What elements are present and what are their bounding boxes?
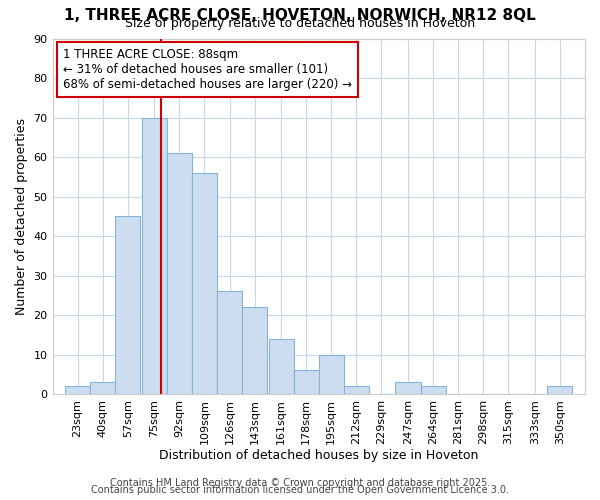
Bar xyxy=(421,386,446,394)
Bar xyxy=(547,386,572,394)
Bar xyxy=(395,382,421,394)
Bar xyxy=(242,307,267,394)
Bar xyxy=(65,386,90,394)
Bar xyxy=(293,370,319,394)
Text: 1, THREE ACRE CLOSE, HOVETON, NORWICH, NR12 8QL: 1, THREE ACRE CLOSE, HOVETON, NORWICH, N… xyxy=(64,8,536,22)
Bar xyxy=(90,382,115,394)
Bar xyxy=(167,154,192,394)
Bar xyxy=(115,216,140,394)
Bar xyxy=(344,386,369,394)
Bar xyxy=(269,338,293,394)
Bar xyxy=(217,292,242,394)
Text: 1 THREE ACRE CLOSE: 88sqm
← 31% of detached houses are smaller (101)
68% of semi: 1 THREE ACRE CLOSE: 88sqm ← 31% of detac… xyxy=(63,48,352,91)
Y-axis label: Number of detached properties: Number of detached properties xyxy=(15,118,28,315)
Bar xyxy=(192,173,217,394)
Bar xyxy=(319,354,344,394)
Text: Contains HM Land Registry data © Crown copyright and database right 2025.: Contains HM Land Registry data © Crown c… xyxy=(110,478,490,488)
Text: Contains public sector information licensed under the Open Government Licence 3.: Contains public sector information licen… xyxy=(91,485,509,495)
X-axis label: Distribution of detached houses by size in Hoveton: Distribution of detached houses by size … xyxy=(159,450,478,462)
Bar xyxy=(142,118,167,394)
Text: Size of property relative to detached houses in Hoveton: Size of property relative to detached ho… xyxy=(125,18,475,30)
